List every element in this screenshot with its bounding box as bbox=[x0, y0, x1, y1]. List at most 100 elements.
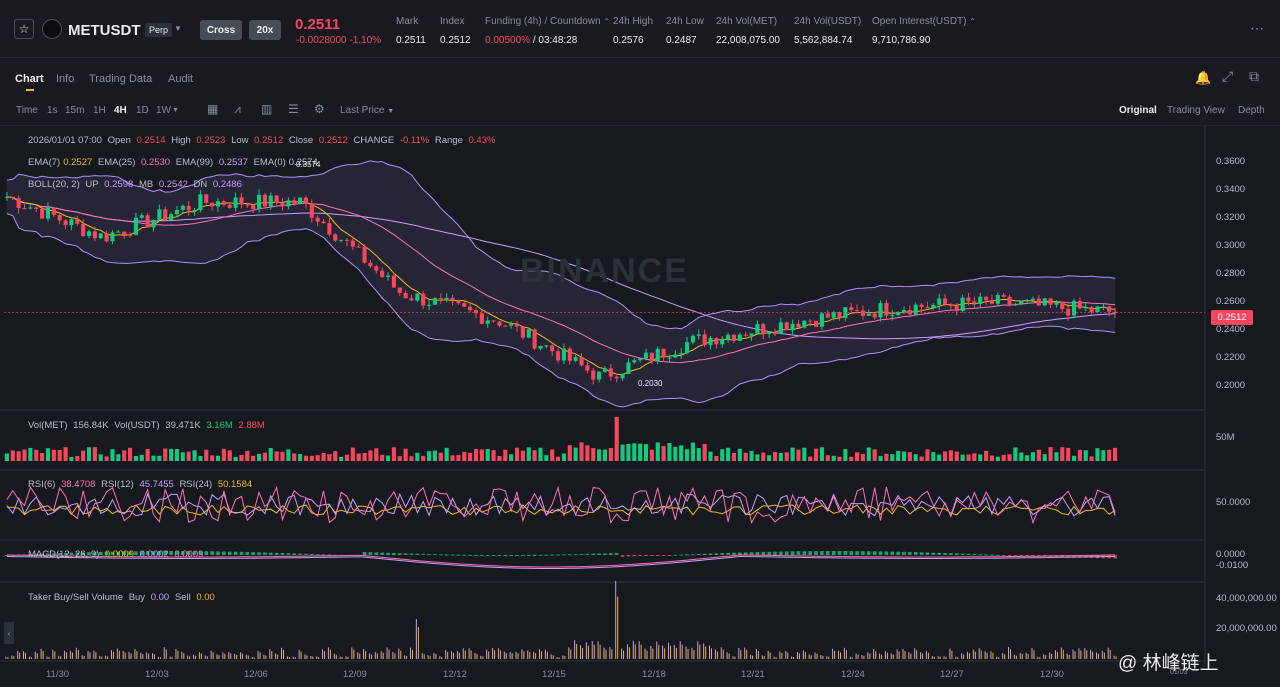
open-interest-info-icon[interactable]: ⌃ bbox=[969, 17, 976, 26]
date-axis-label: 12/03 bbox=[145, 669, 169, 680]
candle-body bbox=[122, 231, 127, 235]
candle-body bbox=[1030, 298, 1036, 301]
volume-bar bbox=[1013, 447, 1018, 461]
volume-bar bbox=[819, 447, 824, 461]
calendar-icon[interactable]: ▦ bbox=[207, 102, 219, 116]
candle-body bbox=[34, 207, 39, 209]
candle-body bbox=[151, 219, 156, 228]
macd-histogram-bar bbox=[609, 553, 613, 555]
macd-histogram-bar bbox=[210, 551, 214, 555]
macd-histogram-bar bbox=[192, 551, 197, 555]
candle-body bbox=[409, 298, 414, 301]
candlestick-chart[interactable] bbox=[0, 126, 1280, 687]
volume-bar bbox=[110, 449, 115, 461]
volume-bar bbox=[251, 455, 256, 461]
rsi6-line bbox=[6, 485, 1116, 525]
macd-histogram-bar bbox=[198, 551, 203, 555]
volume-bar bbox=[280, 451, 285, 461]
macd-axis-top: 0.0000 bbox=[1216, 549, 1246, 560]
chart-type-icon[interactable]: ▥ bbox=[261, 102, 273, 116]
macd-histogram-bar bbox=[1025, 555, 1029, 556]
volume-bar bbox=[403, 448, 408, 461]
tab-chart[interactable]: Chart bbox=[15, 73, 44, 85]
symbol-dropdown-caret-icon[interactable]: ▼ bbox=[174, 24, 182, 33]
macd-histogram-bar bbox=[327, 554, 332, 556]
macd-histogram-bar bbox=[620, 555, 625, 557]
symbol-name[interactable]: METUSDT bbox=[68, 22, 141, 39]
candle-body bbox=[573, 357, 578, 361]
macd-histogram-bar bbox=[439, 554, 443, 556]
macd-histogram-bar bbox=[585, 553, 590, 555]
candle-body bbox=[233, 197, 238, 208]
interval-1h[interactable]: 1H bbox=[93, 105, 106, 116]
volume-bar bbox=[362, 452, 367, 461]
interval-time[interactable]: Time bbox=[16, 105, 38, 116]
macd-histogram-bar bbox=[491, 554, 496, 556]
macd-histogram-bar bbox=[691, 554, 695, 556]
date-axis-label: 12/24 bbox=[841, 669, 865, 680]
volume-bar bbox=[456, 455, 461, 461]
macd-histogram-bar bbox=[116, 551, 121, 555]
volume-bar bbox=[837, 456, 842, 461]
volume-bar bbox=[432, 450, 437, 461]
volume-bar bbox=[1042, 454, 1047, 461]
favorite-star-icon[interactable]: ☆ bbox=[14, 19, 34, 39]
alert-bell-icon[interactable]: 🔔 bbox=[1195, 70, 1212, 85]
view-trading-view[interactable]: Trading View bbox=[1167, 105, 1225, 116]
candle-body bbox=[391, 275, 396, 288]
tab-audit[interactable]: Audit bbox=[168, 73, 194, 85]
volume-bar bbox=[81, 450, 86, 461]
volume-bar bbox=[1107, 449, 1112, 461]
interval-1s[interactable]: 1s bbox=[47, 105, 58, 116]
macd-histogram-bar bbox=[175, 551, 179, 555]
macd-histogram-bar bbox=[532, 554, 537, 556]
candle-body bbox=[397, 287, 402, 294]
tab-trading-data[interactable]: Trading Data bbox=[89, 73, 153, 85]
candle-body bbox=[86, 231, 92, 236]
expand-icon[interactable]: ⤢ bbox=[1222, 68, 1234, 84]
stat-funding: Funding (4h) / Countdown ⌃ 0.00500% / 03… bbox=[485, 16, 611, 46]
volume-bar bbox=[485, 449, 490, 461]
funding-info-icon[interactable]: ⌃ bbox=[603, 17, 611, 26]
volume-bar bbox=[925, 449, 930, 461]
tab-info[interactable]: Info bbox=[56, 73, 75, 85]
candle-body bbox=[268, 195, 273, 207]
volume-bar bbox=[896, 450, 901, 461]
candle-body bbox=[210, 202, 215, 207]
volume-bar bbox=[931, 452, 936, 461]
settings-sliders-icon[interactable]: ☰ bbox=[288, 102, 299, 116]
candle-body bbox=[1054, 301, 1059, 305]
interval-1w[interactable]: 1W bbox=[156, 105, 171, 116]
interval-4h[interactable]: 4H bbox=[114, 105, 127, 116]
interval-15m[interactable]: 15m bbox=[65, 105, 85, 116]
candle-body bbox=[198, 194, 203, 211]
view-original[interactable]: Original bbox=[1119, 105, 1157, 116]
candle-body bbox=[509, 323, 514, 326]
price-axis-label: 0.3000 bbox=[1216, 240, 1246, 251]
interval-dropdown-icon[interactable]: ▼ bbox=[172, 107, 179, 114]
scroll-left-icon[interactable]: ‹ bbox=[4, 622, 14, 644]
high-price-marker: 0.3574 bbox=[296, 160, 321, 169]
candle-body bbox=[1001, 294, 1006, 297]
candle-body bbox=[632, 360, 637, 363]
volume-bar bbox=[1001, 454, 1006, 461]
volume-bar bbox=[960, 454, 965, 461]
more-options-icon[interactable]: ⋯ bbox=[1250, 20, 1264, 36]
date-axis-label: 12/18 bbox=[642, 669, 666, 680]
margin-mode-button[interactable]: Cross bbox=[200, 20, 242, 40]
interval-1d[interactable]: 1D bbox=[136, 105, 149, 116]
candle-body bbox=[544, 345, 549, 347]
gear-icon[interactable]: ⚙ bbox=[314, 102, 325, 116]
candle-body bbox=[1107, 306, 1112, 312]
macd-histogram-bar bbox=[497, 554, 502, 556]
price-type-select[interactable]: Last Price ▼ bbox=[340, 105, 395, 116]
volume-bar bbox=[333, 451, 338, 461]
candle-body bbox=[602, 368, 608, 372]
candle-body bbox=[942, 298, 948, 305]
view-depth[interactable]: Depth bbox=[1238, 105, 1265, 116]
price-axis-label: 0.2600 bbox=[1216, 296, 1246, 307]
volume-bar bbox=[767, 455, 772, 461]
indicators-icon[interactable]: ⩘ bbox=[234, 102, 241, 116]
popout-icon[interactable]: ⧉ bbox=[1249, 68, 1259, 84]
leverage-button[interactable]: 20x bbox=[249, 20, 281, 40]
